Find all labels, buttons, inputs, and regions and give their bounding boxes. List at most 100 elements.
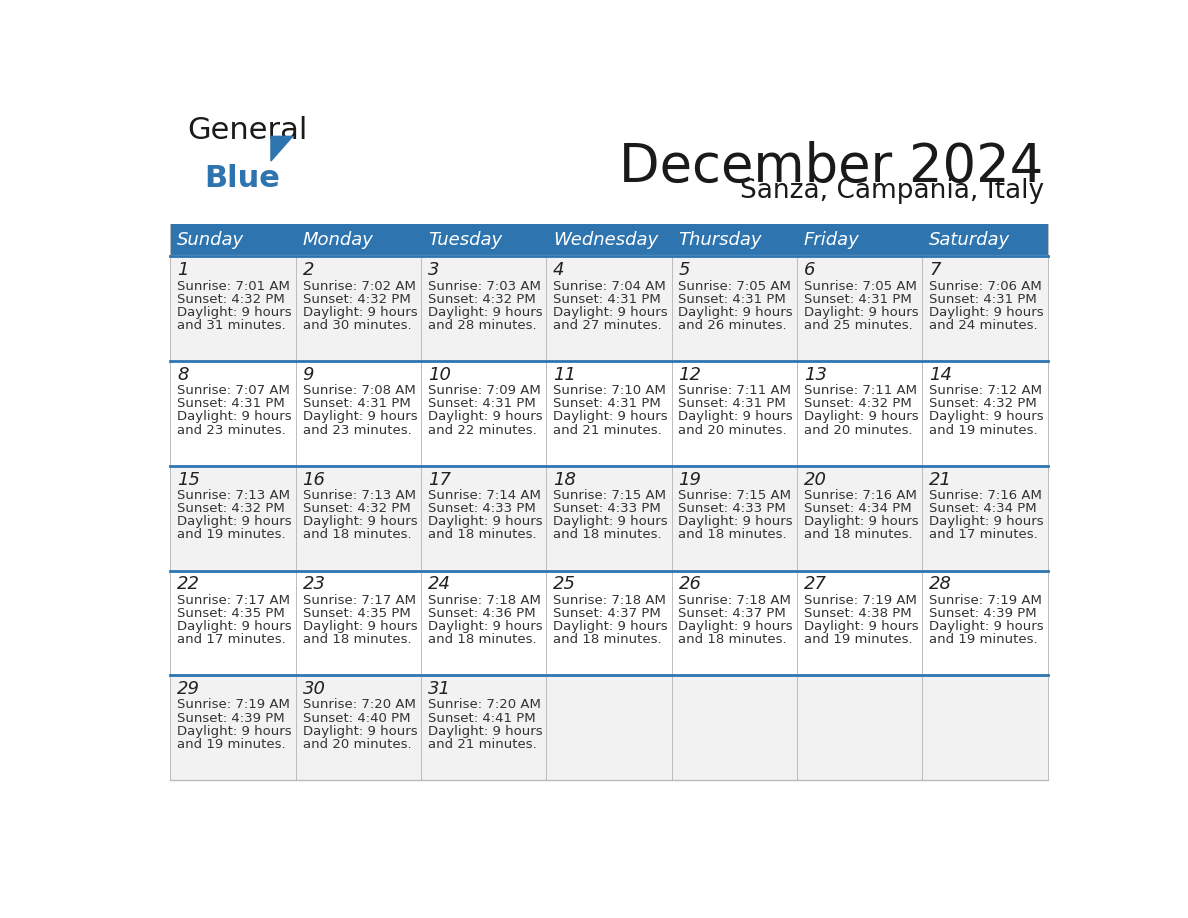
Text: 24: 24 xyxy=(428,576,450,593)
Text: Sunrise: 7:03 AM: Sunrise: 7:03 AM xyxy=(428,280,541,293)
Text: Sunrise: 7:06 AM: Sunrise: 7:06 AM xyxy=(929,280,1042,293)
Text: and 28 minutes.: and 28 minutes. xyxy=(428,319,537,331)
Text: Sunset: 4:31 PM: Sunset: 4:31 PM xyxy=(428,397,536,410)
Text: and 17 minutes.: and 17 minutes. xyxy=(929,528,1038,542)
Text: 20: 20 xyxy=(804,471,827,488)
Text: Sunset: 4:31 PM: Sunset: 4:31 PM xyxy=(804,293,911,306)
Text: Tuesday: Tuesday xyxy=(428,231,503,250)
Text: Sunrise: 7:13 AM: Sunrise: 7:13 AM xyxy=(303,489,416,502)
Text: Daylight: 9 hours: Daylight: 9 hours xyxy=(303,515,417,528)
Text: Sunset: 4:31 PM: Sunset: 4:31 PM xyxy=(177,397,285,410)
Text: Sunset: 4:34 PM: Sunset: 4:34 PM xyxy=(929,502,1037,515)
Text: Saturday: Saturday xyxy=(929,231,1010,250)
Bar xyxy=(922,256,1048,361)
Bar xyxy=(797,224,922,256)
Text: and 18 minutes.: and 18 minutes. xyxy=(428,528,537,542)
Bar xyxy=(421,256,546,361)
Text: Daylight: 9 hours: Daylight: 9 hours xyxy=(177,515,292,528)
Text: 14: 14 xyxy=(929,365,952,384)
Bar xyxy=(421,676,546,780)
Text: Daylight: 9 hours: Daylight: 9 hours xyxy=(428,306,543,319)
Text: Sunset: 4:37 PM: Sunset: 4:37 PM xyxy=(678,607,786,620)
Bar xyxy=(922,466,1048,571)
Text: Sunrise: 7:18 AM: Sunrise: 7:18 AM xyxy=(678,594,791,607)
Text: Daylight: 9 hours: Daylight: 9 hours xyxy=(303,724,417,738)
Text: 29: 29 xyxy=(177,680,200,698)
Text: Sunset: 4:33 PM: Sunset: 4:33 PM xyxy=(678,502,786,515)
Text: and 18 minutes.: and 18 minutes. xyxy=(428,633,537,646)
Text: 8: 8 xyxy=(177,365,189,384)
Bar xyxy=(421,224,546,256)
Text: Sunrise: 7:18 AM: Sunrise: 7:18 AM xyxy=(428,594,541,607)
Text: and 18 minutes.: and 18 minutes. xyxy=(554,633,662,646)
Text: 16: 16 xyxy=(303,471,326,488)
Text: Sunrise: 7:17 AM: Sunrise: 7:17 AM xyxy=(303,594,416,607)
Text: and 21 minutes.: and 21 minutes. xyxy=(554,423,662,437)
Text: 18: 18 xyxy=(554,471,576,488)
Text: 23: 23 xyxy=(303,576,326,593)
Text: Sunset: 4:32 PM: Sunset: 4:32 PM xyxy=(929,397,1037,410)
Text: Daylight: 9 hours: Daylight: 9 hours xyxy=(177,410,292,423)
Text: and 18 minutes.: and 18 minutes. xyxy=(303,528,411,542)
Text: Sunset: 4:31 PM: Sunset: 4:31 PM xyxy=(303,397,410,410)
Text: Sunset: 4:32 PM: Sunset: 4:32 PM xyxy=(303,502,410,515)
Text: Sunset: 4:38 PM: Sunset: 4:38 PM xyxy=(804,607,911,620)
Text: and 19 minutes.: and 19 minutes. xyxy=(929,423,1038,437)
Text: Daylight: 9 hours: Daylight: 9 hours xyxy=(303,410,417,423)
Text: Sunrise: 7:01 AM: Sunrise: 7:01 AM xyxy=(177,280,290,293)
Text: General: General xyxy=(188,117,308,145)
Text: and 18 minutes.: and 18 minutes. xyxy=(678,528,788,542)
Text: Wednesday: Wednesday xyxy=(554,231,658,250)
Text: Sunrise: 7:11 AM: Sunrise: 7:11 AM xyxy=(678,385,791,397)
Bar xyxy=(296,571,421,676)
Text: Sunset: 4:31 PM: Sunset: 4:31 PM xyxy=(929,293,1037,306)
Text: Sunset: 4:40 PM: Sunset: 4:40 PM xyxy=(303,711,410,724)
Text: Daylight: 9 hours: Daylight: 9 hours xyxy=(678,410,794,423)
Text: Sunrise: 7:11 AM: Sunrise: 7:11 AM xyxy=(804,385,917,397)
Text: Daylight: 9 hours: Daylight: 9 hours xyxy=(929,620,1044,633)
Text: Sunrise: 7:20 AM: Sunrise: 7:20 AM xyxy=(303,699,416,711)
Text: Thursday: Thursday xyxy=(678,231,762,250)
Bar xyxy=(296,361,421,466)
Bar xyxy=(170,256,296,361)
Text: Daylight: 9 hours: Daylight: 9 hours xyxy=(177,620,292,633)
Text: and 26 minutes.: and 26 minutes. xyxy=(678,319,788,331)
Text: Sanza, Campania, Italy: Sanza, Campania, Italy xyxy=(739,178,1043,204)
Text: Daylight: 9 hours: Daylight: 9 hours xyxy=(678,515,794,528)
Text: and 20 minutes.: and 20 minutes. xyxy=(303,738,411,751)
Text: 30: 30 xyxy=(303,680,326,698)
Text: and 18 minutes.: and 18 minutes. xyxy=(678,633,788,646)
Bar xyxy=(922,361,1048,466)
Text: Daylight: 9 hours: Daylight: 9 hours xyxy=(678,620,794,633)
Text: Sunset: 4:32 PM: Sunset: 4:32 PM xyxy=(428,293,536,306)
Text: Sunrise: 7:08 AM: Sunrise: 7:08 AM xyxy=(303,385,416,397)
Text: Sunset: 4:32 PM: Sunset: 4:32 PM xyxy=(303,293,410,306)
Text: and 20 minutes.: and 20 minutes. xyxy=(678,423,788,437)
Text: Daylight: 9 hours: Daylight: 9 hours xyxy=(554,515,668,528)
Bar xyxy=(170,571,296,676)
Text: and 23 minutes.: and 23 minutes. xyxy=(177,423,286,437)
Text: Sunrise: 7:19 AM: Sunrise: 7:19 AM xyxy=(929,594,1042,607)
Text: and 23 minutes.: and 23 minutes. xyxy=(303,423,411,437)
Text: Sunday: Sunday xyxy=(177,231,245,250)
Polygon shape xyxy=(271,137,292,161)
Bar xyxy=(170,466,296,571)
Bar xyxy=(546,466,671,571)
Text: Sunset: 4:37 PM: Sunset: 4:37 PM xyxy=(554,607,661,620)
Text: and 25 minutes.: and 25 minutes. xyxy=(804,319,912,331)
Text: Sunset: 4:31 PM: Sunset: 4:31 PM xyxy=(554,293,661,306)
Text: and 19 minutes.: and 19 minutes. xyxy=(804,633,912,646)
Text: 12: 12 xyxy=(678,365,701,384)
Text: Daylight: 9 hours: Daylight: 9 hours xyxy=(428,724,543,738)
Bar xyxy=(546,676,671,780)
Bar xyxy=(671,361,797,466)
Text: Daylight: 9 hours: Daylight: 9 hours xyxy=(554,306,668,319)
Text: 26: 26 xyxy=(678,576,701,593)
Text: Sunset: 4:32 PM: Sunset: 4:32 PM xyxy=(177,293,285,306)
Text: and 30 minutes.: and 30 minutes. xyxy=(303,319,411,331)
Text: Daylight: 9 hours: Daylight: 9 hours xyxy=(804,620,918,633)
Bar xyxy=(421,466,546,571)
Bar xyxy=(671,676,797,780)
Text: Blue: Blue xyxy=(204,164,280,193)
Text: Daylight: 9 hours: Daylight: 9 hours xyxy=(554,410,668,423)
